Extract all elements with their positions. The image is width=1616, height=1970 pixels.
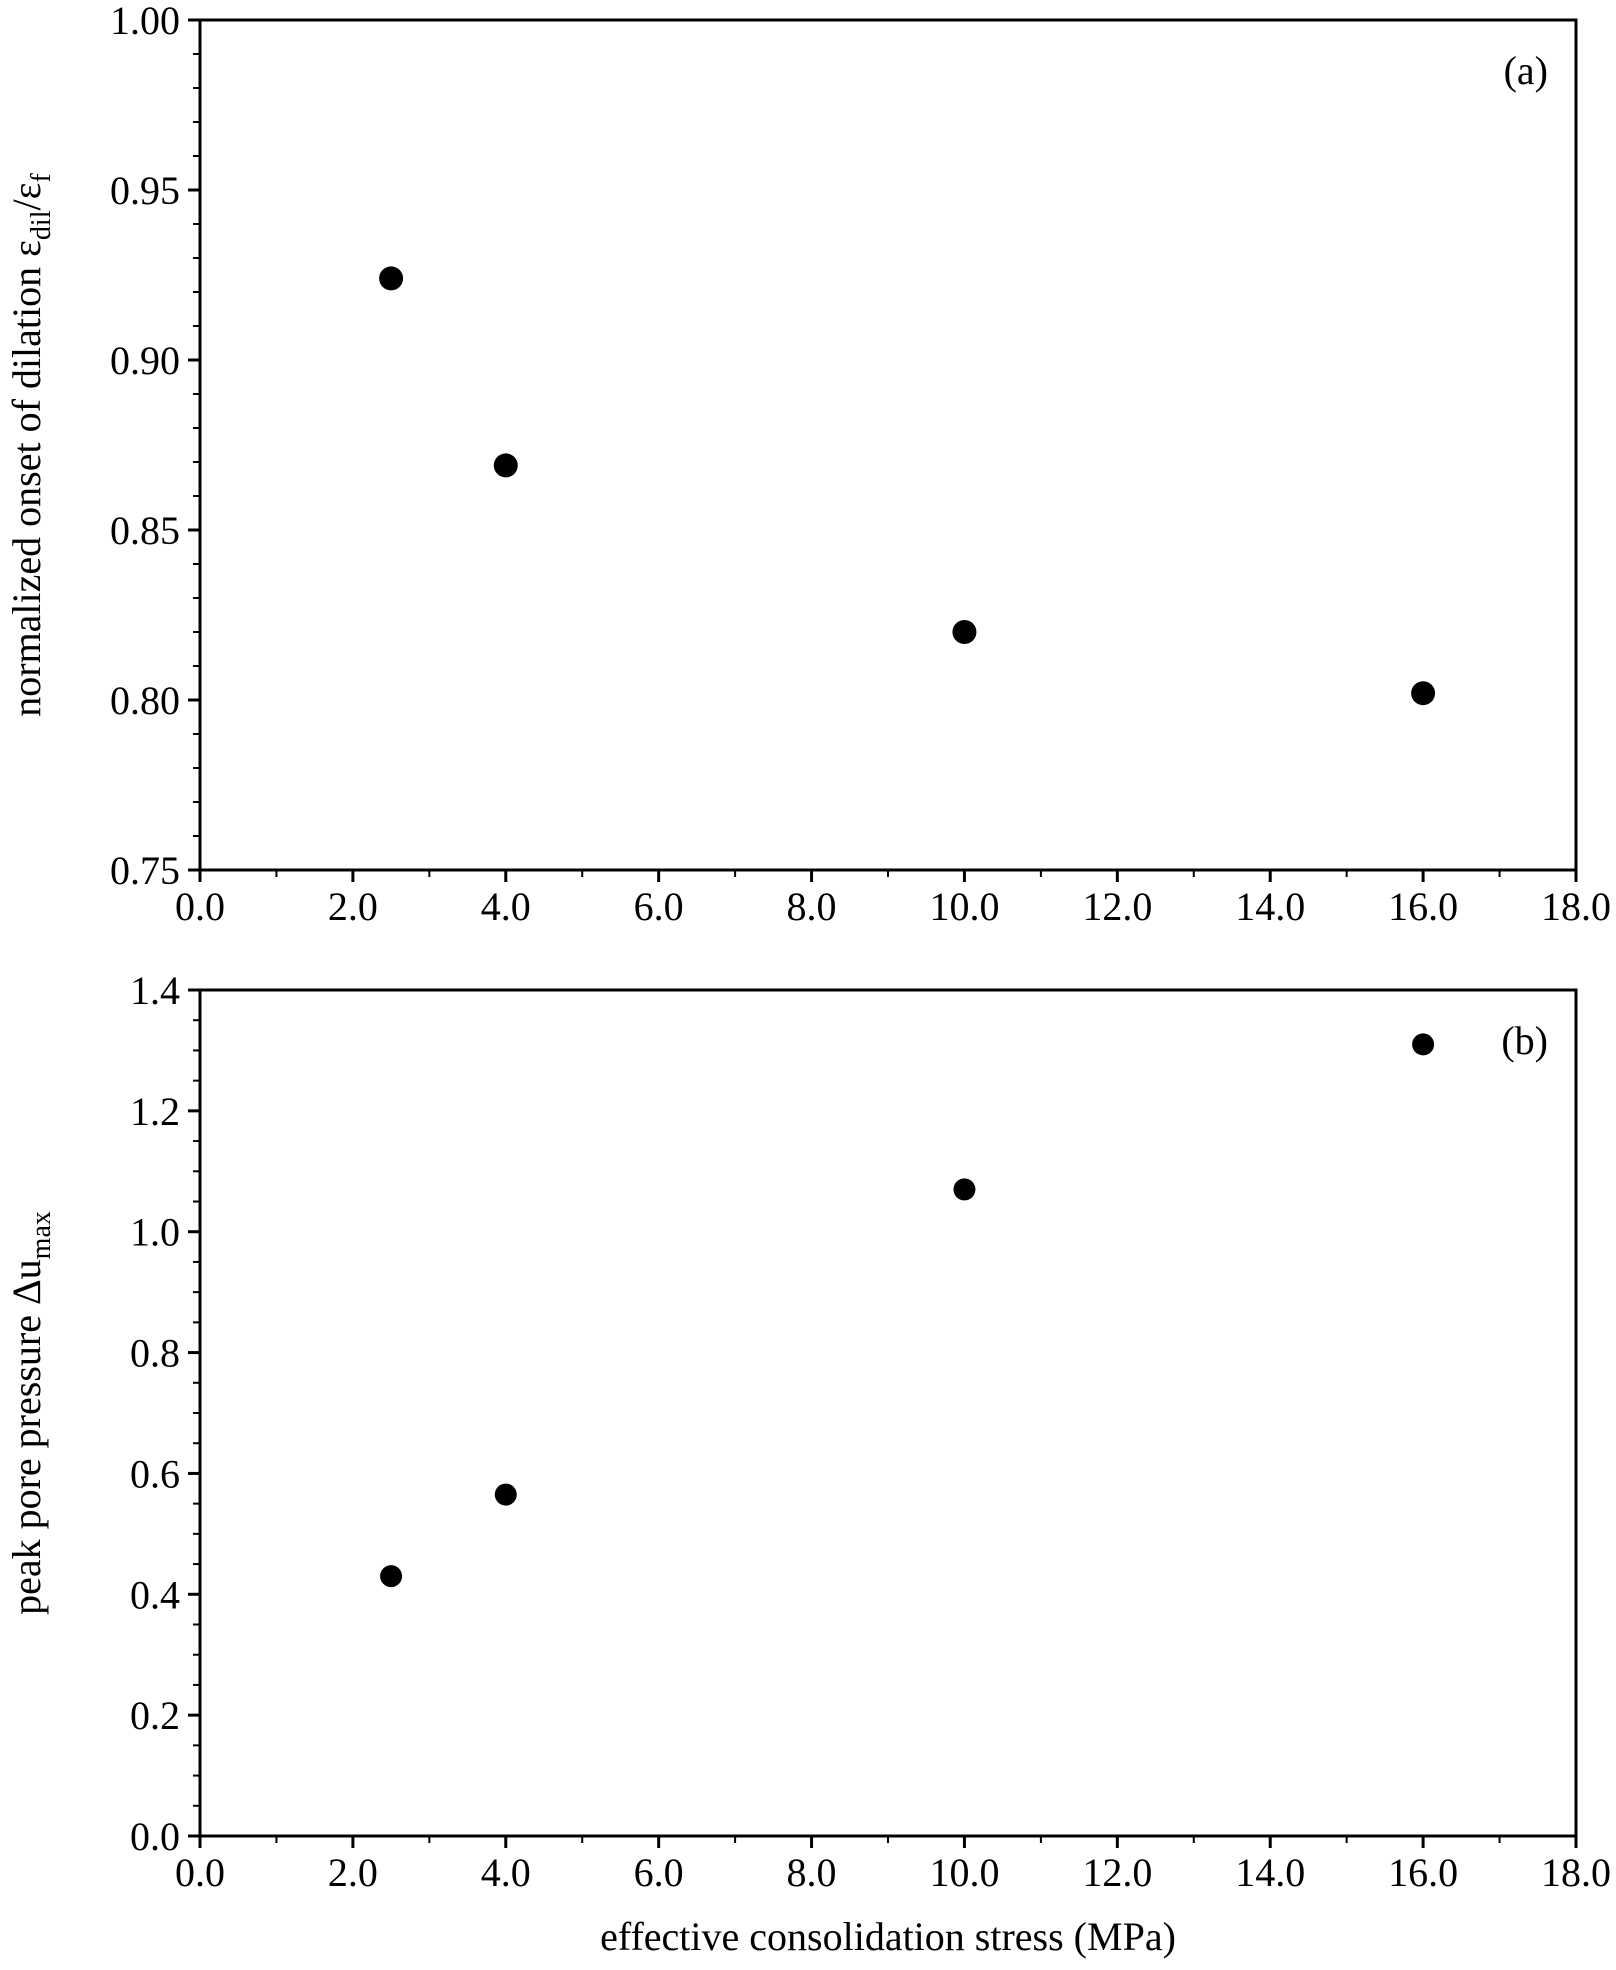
y-tick-label: 0.6 (130, 1451, 180, 1496)
x-tick-label: 14.0 (1235, 1850, 1305, 1895)
panel-label-a: (a) (1504, 48, 1548, 93)
panel-label-b: (b) (1501, 1018, 1548, 1063)
y-tick-label: 0.8 (130, 1331, 180, 1376)
y-tick-label: 1.00 (110, 0, 180, 43)
x-tick-label: 18.0 (1541, 884, 1611, 929)
panel-a: 0.0 2.0 4.0 6.0 8.0 10.0 12.0 14.0 16.0 18.0 0.75 0… (4, 0, 1611, 929)
x-tick-label: 4.0 (481, 884, 531, 929)
x-tick-label: 16.0 (1388, 884, 1458, 929)
y-tick-label: 1.2 (130, 1089, 180, 1134)
y-axis-label-a: normalized onset of dilation εdil/εf (4, 173, 57, 717)
y-label-a-mid: /ε (4, 183, 49, 211)
y-axis-label-b: peak pore pressure Δumax (4, 1211, 57, 1615)
data-point (953, 1178, 976, 1201)
x-axis-label-b: effective consolidation stress (MPa) (600, 1914, 1176, 1959)
data-point (380, 1565, 403, 1588)
y-tick-label: 0.95 (110, 168, 180, 213)
x-tick-label: 16.0 (1388, 1850, 1458, 1895)
x-tick-label: 6.0 (634, 1850, 684, 1895)
y-label-b-sub1: max (26, 1211, 57, 1259)
marks-b (380, 1033, 1435, 1588)
data-point (952, 620, 977, 644)
x-tick-label: 0.0 (175, 1850, 225, 1895)
y-tick-label: 0.0 (130, 1814, 180, 1859)
data-point (494, 1483, 517, 1506)
y-label-b-main: peak pore pressure Δu (4, 1259, 49, 1615)
x-tick-label: 12.0 (1082, 1850, 1152, 1895)
x-tick-label: 10.0 (929, 1850, 999, 1895)
x-tick-label: 14.0 (1235, 884, 1305, 929)
data-point (1412, 1033, 1435, 1056)
y-label-a-sub1: dil (26, 210, 57, 240)
x-tick-label: 4.0 (481, 1850, 531, 1895)
plot-frame-b (198, 988, 1578, 1838)
plot-frame-a (198, 18, 1578, 872)
y-tick-label: 1.4 (130, 968, 180, 1013)
x-tick-label: 6.0 (634, 884, 684, 929)
y-tick-label: 0.4 (130, 1572, 180, 1617)
x-tick-label: 2.0 (328, 1850, 378, 1895)
y-label-a-sub2: f (26, 173, 57, 183)
y-tick-label: 0.85 (110, 508, 180, 553)
data-point (1411, 681, 1436, 706)
x-tick-label: 8.0 (787, 884, 837, 929)
y-tick-label: 1.0 (130, 1210, 180, 1255)
y-tick-label: 0.2 (130, 1693, 180, 1738)
x-tick-label: 8.0 (787, 1850, 837, 1895)
x-tick-label: 18.0 (1541, 1850, 1611, 1895)
data-point (379, 266, 404, 291)
ticks-a: 0.0 2.0 4.0 6.0 8.0 10.0 12.0 14.0 16.0 18.0 0.75 0… (110, 0, 1611, 929)
y-label-a-main: normalized onset of dilation ε (4, 240, 49, 717)
y-tick-label: 0.80 (110, 678, 180, 723)
x-tick-label: 10.0 (929, 884, 999, 929)
ticks-b: 0.0 2.0 4.0 6.0 8.0 10.0 12.0 14.0 16.0 18.0 0.0 0.… (130, 968, 1611, 1895)
y-tick-label: 0.90 (110, 338, 180, 383)
y-tick-label: 0.75 (110, 848, 180, 893)
x-tick-label: 0.0 (175, 884, 225, 929)
x-tick-label: 12.0 (1082, 884, 1152, 929)
panel-b: 0.0 2.0 4.0 6.0 8.0 10.0 12.0 14.0 16.0 18.0 0.0 0.… (4, 968, 1611, 1959)
marks-a (379, 266, 1436, 706)
x-tick-label: 2.0 (328, 884, 378, 929)
data-point (493, 453, 518, 478)
